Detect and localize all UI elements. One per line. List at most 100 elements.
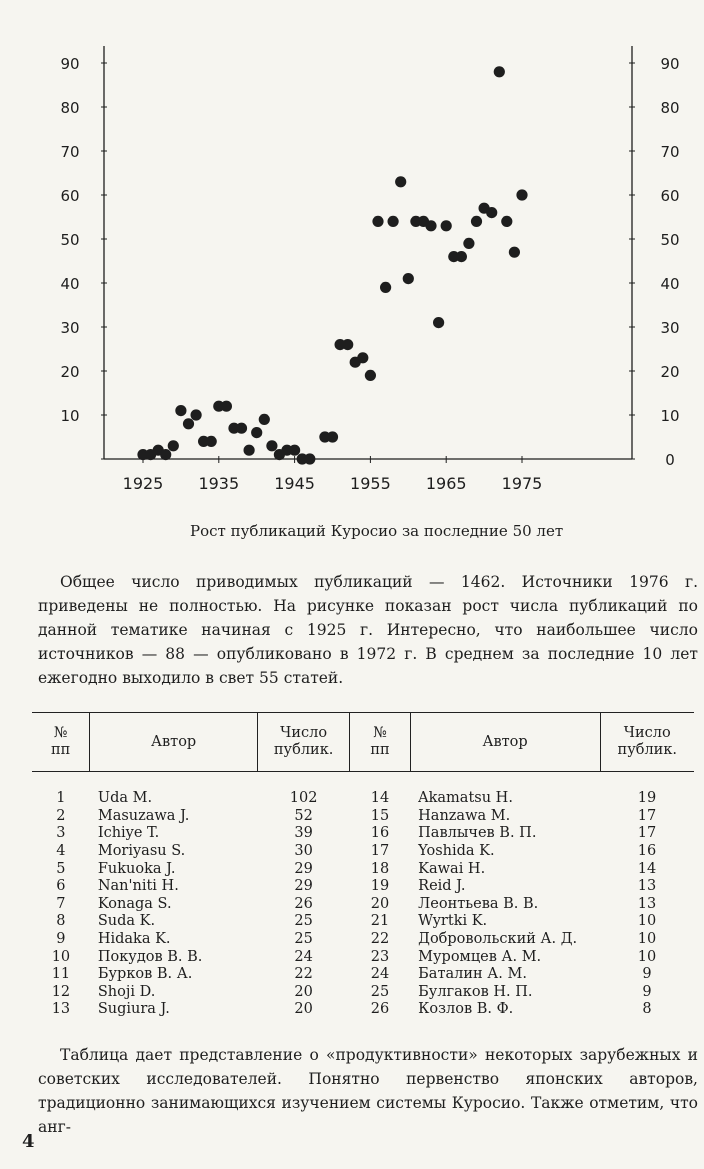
row-number: 17 xyxy=(370,843,390,860)
figure-caption: Рост публикаций Куросио за последние 50 … xyxy=(190,522,564,540)
y-tick-label-left: 90 xyxy=(60,55,79,73)
data-point xyxy=(508,246,520,258)
row-number: 6 xyxy=(56,878,66,895)
data-point xyxy=(364,369,376,381)
publication-count: 30 xyxy=(294,843,313,860)
row-number: 23 xyxy=(370,948,390,965)
y-tick-label-right: 80 xyxy=(660,99,679,117)
data-point xyxy=(205,435,217,447)
data-point xyxy=(357,352,369,364)
table-row: 9 Hidaka K. 25 22 Добровольский А. Д. 10 xyxy=(32,931,694,949)
row-number: 25 xyxy=(370,983,390,1000)
table-row: 6 Nan'niti H. 29 19 Reid J. 13 xyxy=(32,878,694,896)
publication-count: 19 xyxy=(637,790,657,807)
y-tick-label-left: 30 xyxy=(60,319,79,337)
row-number: 10 xyxy=(51,948,71,965)
y-tick-label-right: 10 xyxy=(660,407,679,425)
author-name: Nan'niti H. xyxy=(97,878,179,895)
author-name: Добровольский А. Д. xyxy=(418,931,578,948)
chart-points xyxy=(137,66,528,465)
data-point xyxy=(251,427,263,439)
table-row: 10 Покудов В. В. 24 23 Муромцев А. М. 10 xyxy=(32,948,694,966)
row-number: 15 xyxy=(370,807,390,824)
y-tick-label-right: 20 xyxy=(660,363,679,381)
publication-count: 20 xyxy=(294,1001,313,1018)
publication-count: 13 xyxy=(637,878,657,895)
data-point xyxy=(493,66,505,78)
data-point xyxy=(463,237,475,249)
data-point xyxy=(516,189,528,201)
data-point xyxy=(289,444,301,456)
data-point xyxy=(501,215,513,227)
publications-scatter-chart: 10 20 30 40 50 60 70 80 90 0 10 20 30 40 50 60 70 80 90 192… xyxy=(60,46,680,493)
y-tick-label-right: 50 xyxy=(660,231,679,249)
data-point xyxy=(258,413,270,425)
row-number: 8 xyxy=(56,913,66,930)
publication-count: 29 xyxy=(294,878,313,895)
data-point xyxy=(304,453,316,465)
publication-count: 9 xyxy=(642,966,652,983)
paragraph-intro: Общее число приводимых публикаций — 1462… xyxy=(38,573,698,687)
author-name: Reid J. xyxy=(418,878,466,895)
publication-count: 10 xyxy=(637,913,657,930)
y-tick-label-left: 10 xyxy=(60,407,79,425)
table-row: 4 Moriyasu S. 30 17 Yoshida K. 16 xyxy=(32,843,694,861)
data-point xyxy=(243,444,255,456)
table-row: 8 Suda K. 25 21 Wyrtki K. 10 xyxy=(32,913,694,931)
table-row: 2 Masuzawa J. 52 15 Hanzawa M. 17 xyxy=(32,808,694,826)
row-number: 19 xyxy=(370,878,390,895)
data-point xyxy=(342,339,354,351)
data-point xyxy=(266,440,278,452)
y-tick-label-left: 50 xyxy=(60,231,79,249)
y-tick-label-right: 0 xyxy=(665,451,675,469)
author-name: Sugiura J. xyxy=(97,1001,170,1018)
table-row: 3 Ichiye T. 39 16 Павлычев В. П. 17 xyxy=(32,825,694,843)
x-tick-label: 1955 xyxy=(350,474,391,493)
table-body: 1 Uda M. 102 14 Akamatsu H. 19 2 Masuzawa J. 52 1… xyxy=(32,772,694,1019)
y-tick-label-right: 90 xyxy=(660,55,679,73)
row-number: 21 xyxy=(370,913,390,930)
data-point xyxy=(440,220,452,232)
publication-count: 52 xyxy=(294,807,313,824)
data-point xyxy=(402,273,414,285)
data-point xyxy=(486,207,498,219)
author-name: Masuzawa J. xyxy=(97,807,190,824)
author-name: Uda M. xyxy=(97,790,153,807)
publication-count: 10 xyxy=(637,948,657,965)
row-number: 18 xyxy=(370,860,390,877)
publication-count: 16 xyxy=(637,843,657,860)
data-point xyxy=(425,220,437,232)
y-tick-label-left: 60 xyxy=(60,187,79,205)
y-tick-label-right: 60 xyxy=(660,187,679,205)
publication-count: 39 xyxy=(294,825,313,842)
table-row: 11 Бурков В. А. 22 24 Баталин А. М. 9 xyxy=(32,966,694,984)
row-number: 9 xyxy=(56,931,66,948)
table-row: 1 Uda M. 102 14 Akamatsu H. 19 xyxy=(32,772,694,808)
header-no: № пп xyxy=(32,712,91,772)
author-name: Покудов В. В. xyxy=(97,948,203,965)
data-point xyxy=(190,409,202,421)
data-point xyxy=(235,422,248,434)
y-tick-label-left: 20 xyxy=(60,363,79,381)
author-name: Suda K. xyxy=(97,913,156,930)
author-name: Леонтьева В. В. xyxy=(418,895,539,912)
y-tick-label-right: 70 xyxy=(660,143,679,161)
author-name: Kawai H. xyxy=(418,860,486,877)
author-name: Павлычев В. П. xyxy=(418,825,537,842)
author-name: Бурков В. А. xyxy=(97,966,193,983)
publication-count: 26 xyxy=(294,895,313,912)
data-point xyxy=(380,281,392,293)
header-no-2: № пп xyxy=(349,712,411,772)
author-name: Муромцев А. М. xyxy=(418,948,542,965)
publication-count: 29 xyxy=(294,860,313,877)
author-name: Shoji D. xyxy=(97,983,156,1000)
author-name: Козлов В. Ф. xyxy=(418,1001,514,1018)
y-tick-label-right: 40 xyxy=(660,275,679,293)
row-number: 22 xyxy=(370,931,390,948)
author-name: Fukuoka J. xyxy=(97,860,176,877)
header-count: Число публик. xyxy=(257,712,351,772)
publication-count: 17 xyxy=(637,825,657,842)
row-number: 14 xyxy=(370,790,390,807)
page-number: 4 xyxy=(22,1131,35,1152)
data-point xyxy=(326,431,339,443)
